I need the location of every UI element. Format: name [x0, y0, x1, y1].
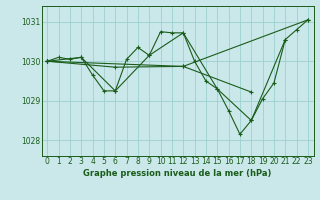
X-axis label: Graphe pression niveau de la mer (hPa): Graphe pression niveau de la mer (hPa) [84, 169, 272, 178]
